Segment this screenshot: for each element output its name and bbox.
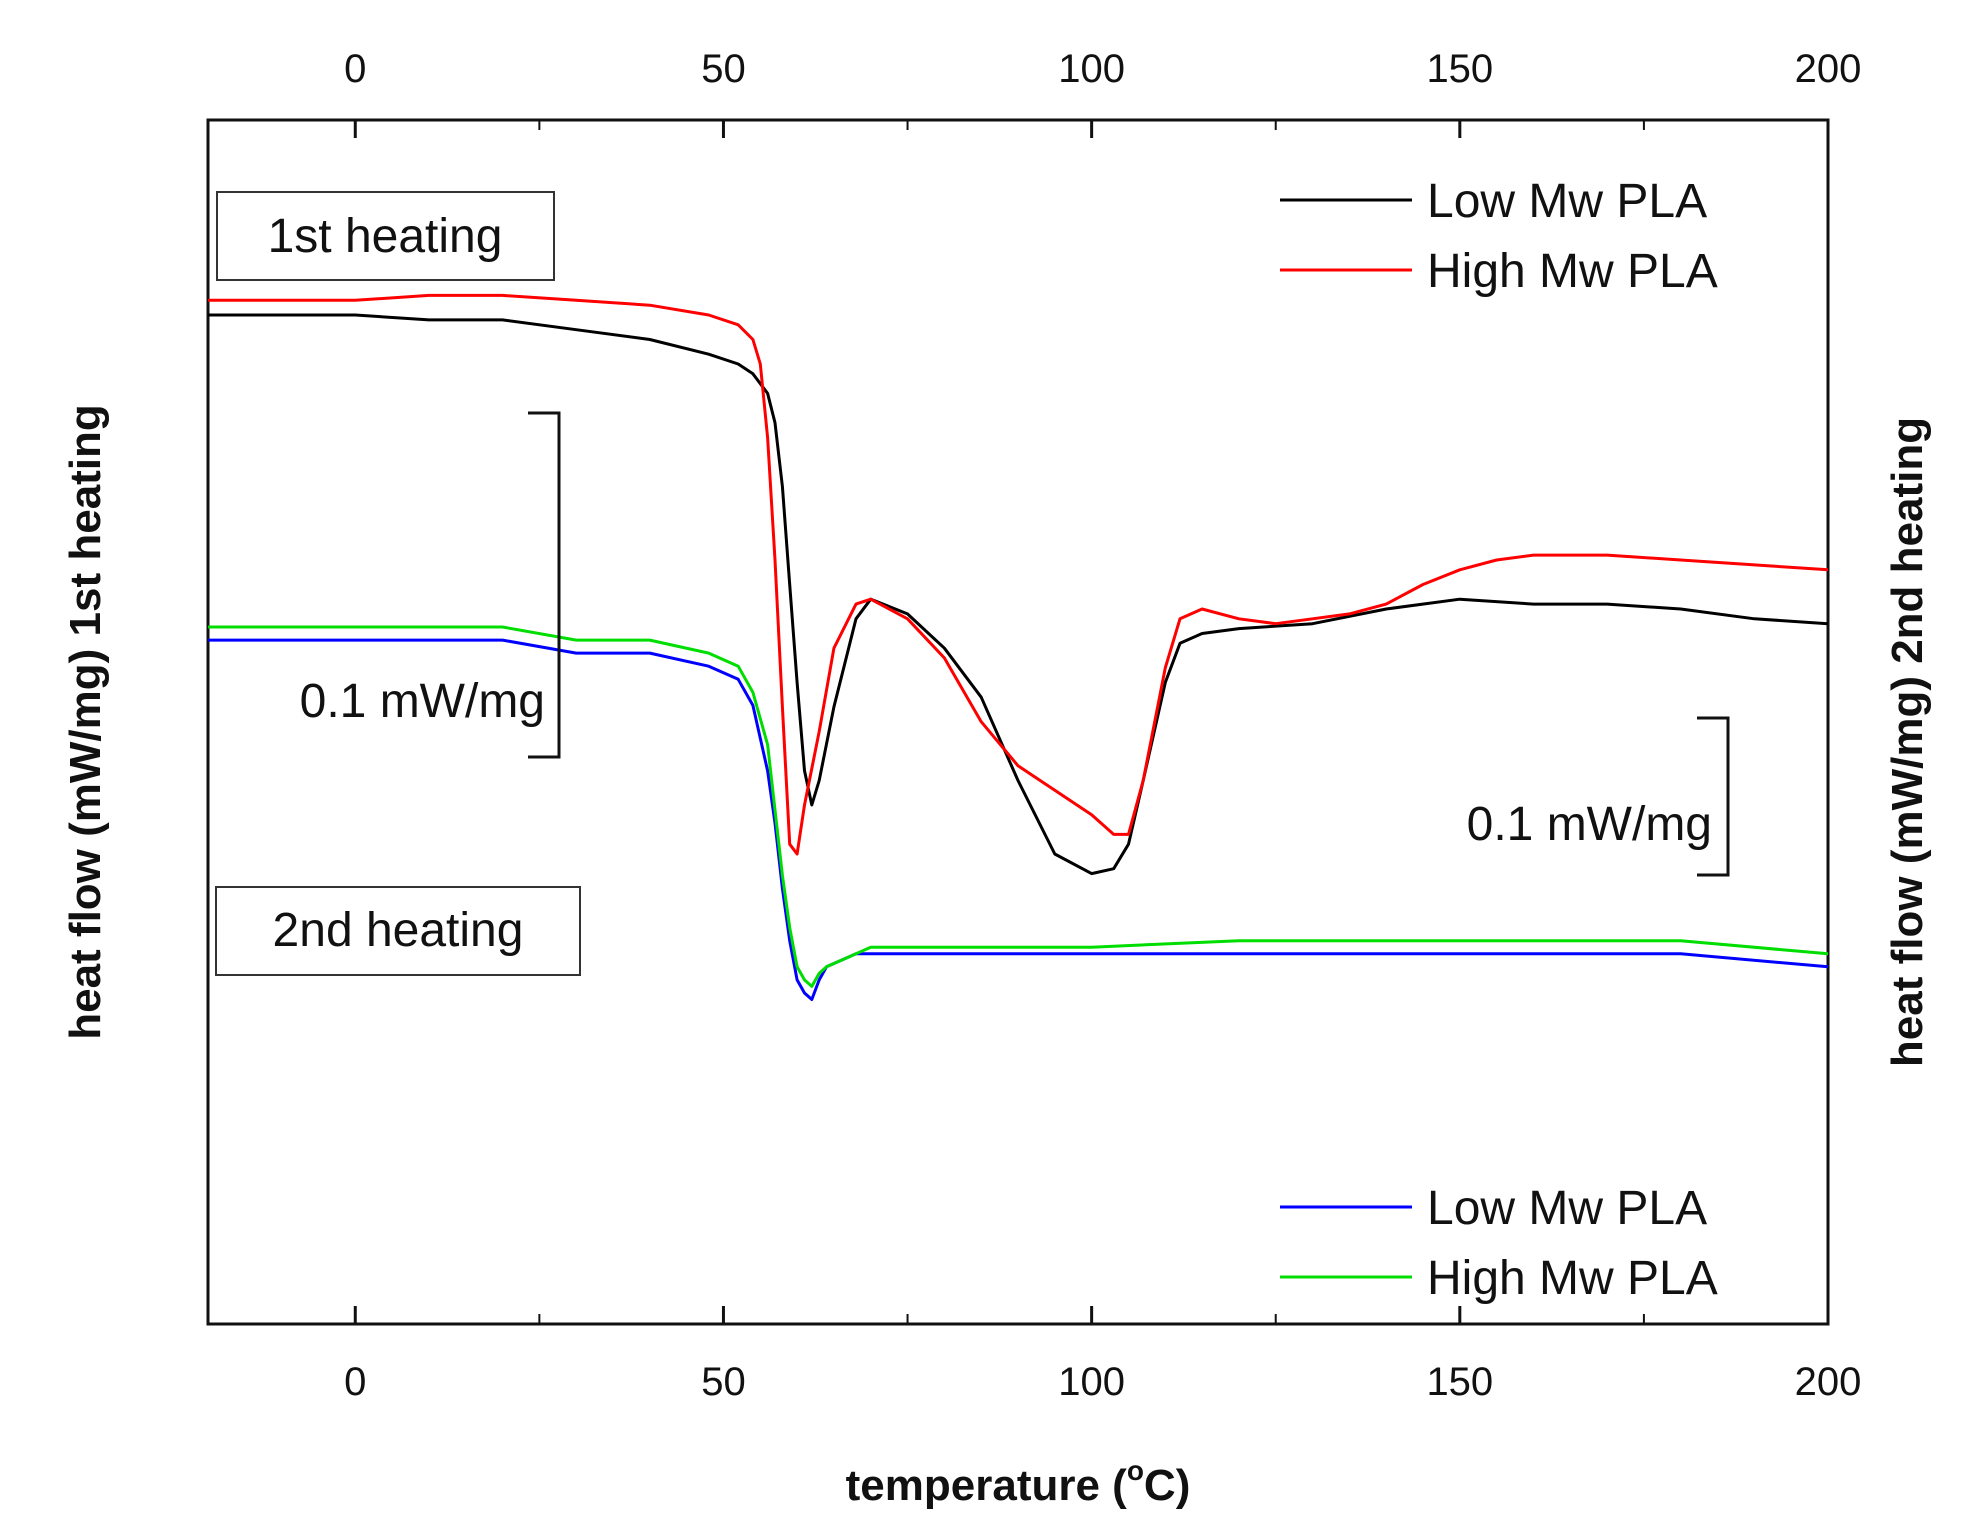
scale-bar-right <box>1697 716 1730 877</box>
series-line-low-mw-2nd <box>208 638 1829 1001</box>
annotation-box-1st <box>216 191 555 281</box>
legend-label-high-mw-2nd: High Mw PLA <box>1427 1252 1718 1305</box>
x-tick-label-bottom: 150 <box>1426 1360 1493 1404</box>
y-axis-title-left: heat flow (mW/mg) 1st heating <box>61 404 110 1040</box>
series-line-high-mw-2nd <box>208 625 1829 988</box>
legend-label-high-mw-1st: High Mw PLA <box>1427 245 1718 298</box>
y-axis-title-right: heat flow (mW/mg) 2nd heating <box>1883 417 1932 1067</box>
legend-label-low-mw-1st: Low Mw PLA <box>1427 175 1707 228</box>
scale-label-right: 0.1 mW/mg <box>1467 798 1712 851</box>
series-line-high-mw-1st <box>208 293 1829 856</box>
scale-label-left: 0.1 mW/mg <box>300 675 545 728</box>
x-tick-label-top: 50 <box>701 47 746 91</box>
x-tick-label-bottom: 100 <box>1058 1360 1125 1404</box>
plot-frame <box>206 118 1830 1326</box>
x-tick-label-top: 100 <box>1058 47 1125 91</box>
x-tick-label-bottom: 200 <box>1795 1360 1862 1404</box>
axis-ticks: 0 0 50 50 100 100 150 150 200 200 <box>344 47 1861 1404</box>
x-tick-label-top: 200 <box>1795 47 1862 91</box>
x-tick-label-top: 150 <box>1426 47 1493 91</box>
series-line-low-mw-1st <box>208 313 1829 876</box>
legend-label-low-mw-2nd: Low Mw PLA <box>1427 1182 1707 1235</box>
series-layer <box>208 293 1829 1001</box>
x-tick-label-bottom: 0 <box>344 1360 366 1404</box>
scale-bar-left <box>528 411 561 759</box>
annotation-2nd-heating: 2nd heating <box>273 904 524 957</box>
x-tick-label-top: 0 <box>344 47 366 91</box>
x-tick-label-bottom: 50 <box>701 1360 746 1404</box>
annotation-box-2nd <box>215 886 581 976</box>
x-axis-title: temperature (oC) <box>846 1455 1191 1510</box>
annotation-1st-heating: 1st heating <box>268 210 503 263</box>
